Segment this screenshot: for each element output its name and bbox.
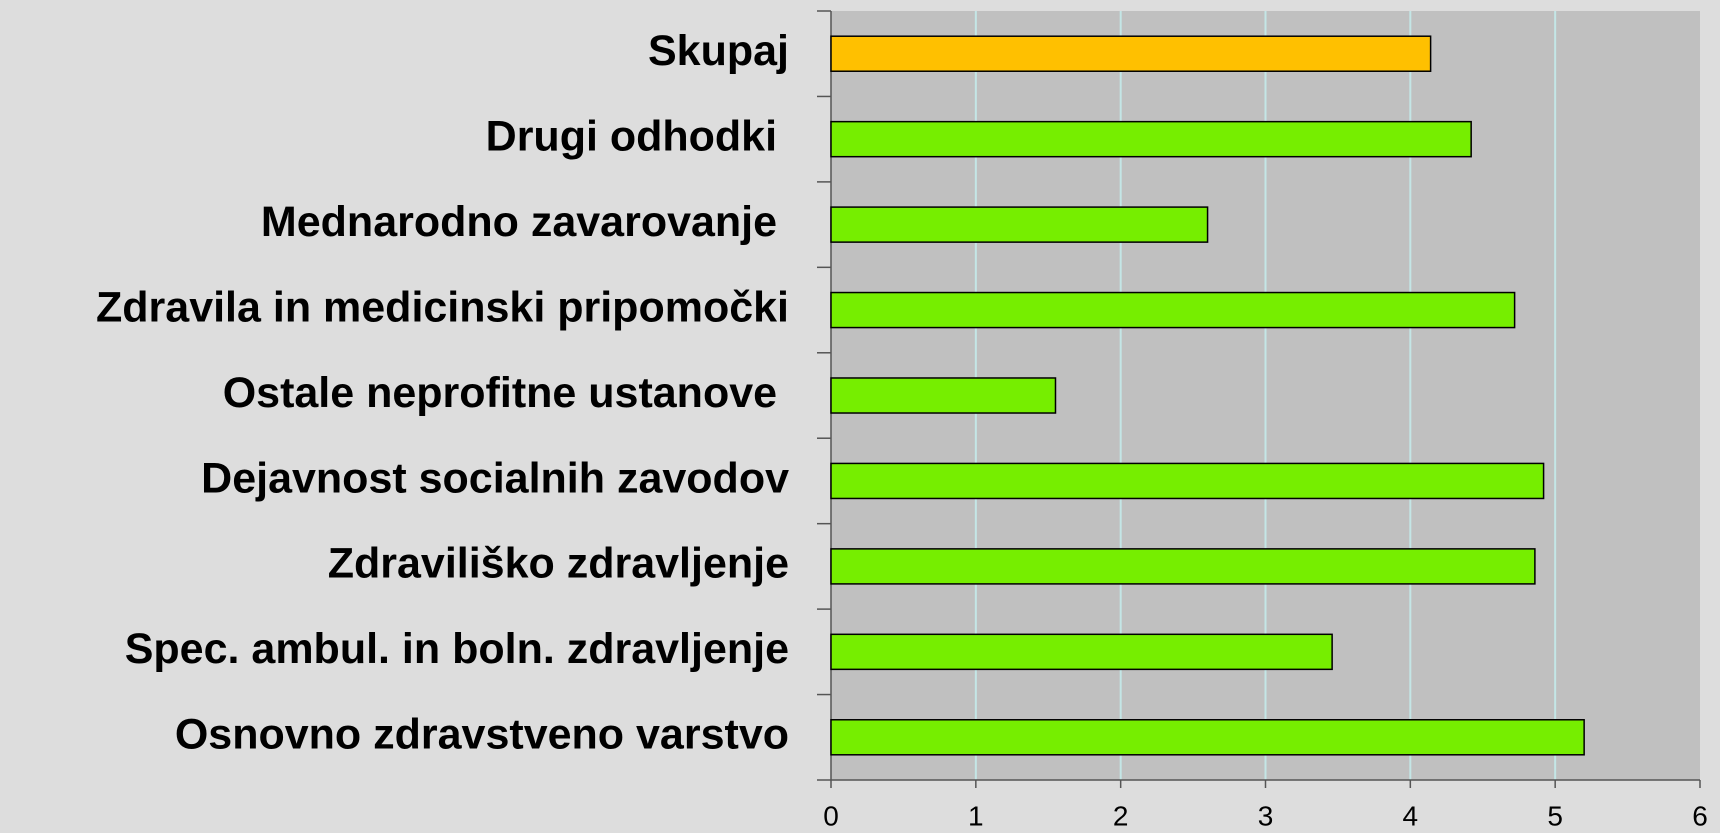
bar (830, 377, 1057, 414)
x-tick-label: 5 (1547, 800, 1563, 831)
y-tick-label: Zdravila in medicinski pripomočki (96, 283, 789, 331)
y-tick-label: Ostale neprofitne ustanove (223, 369, 789, 417)
bar (830, 633, 1333, 671)
bar (830, 120, 1472, 158)
y-tick-label: Osnovno zdravstveno varstvo (175, 711, 789, 759)
y-tick-label: Mednarodno zavarovanje (261, 198, 789, 246)
x-tick-label: 1 (968, 800, 984, 831)
bar (830, 35, 1432, 72)
x-tick-label: 3 (1258, 800, 1274, 831)
y-tick-label: Spec. ambul. in boln. zdravljenje (125, 625, 789, 673)
y-tick-label: Drugi odhodki (486, 113, 789, 161)
x-tick-label: 4 (1403, 800, 1419, 831)
y-tick-label: Dejavnost socialnih zavodov (201, 454, 789, 502)
bar (830, 206, 1209, 243)
y-tick-label: Skupaj (648, 27, 789, 75)
x-tick-label: 6 (1692, 800, 1708, 831)
bar (830, 548, 1536, 585)
x-tick-label: 0 (823, 800, 839, 831)
bar (830, 291, 1516, 329)
x-tick-label: 2 (1113, 800, 1129, 831)
bar (830, 719, 1585, 756)
bar (830, 462, 1545, 500)
y-tick-label: Zdraviliško zdravljenje (328, 540, 789, 588)
